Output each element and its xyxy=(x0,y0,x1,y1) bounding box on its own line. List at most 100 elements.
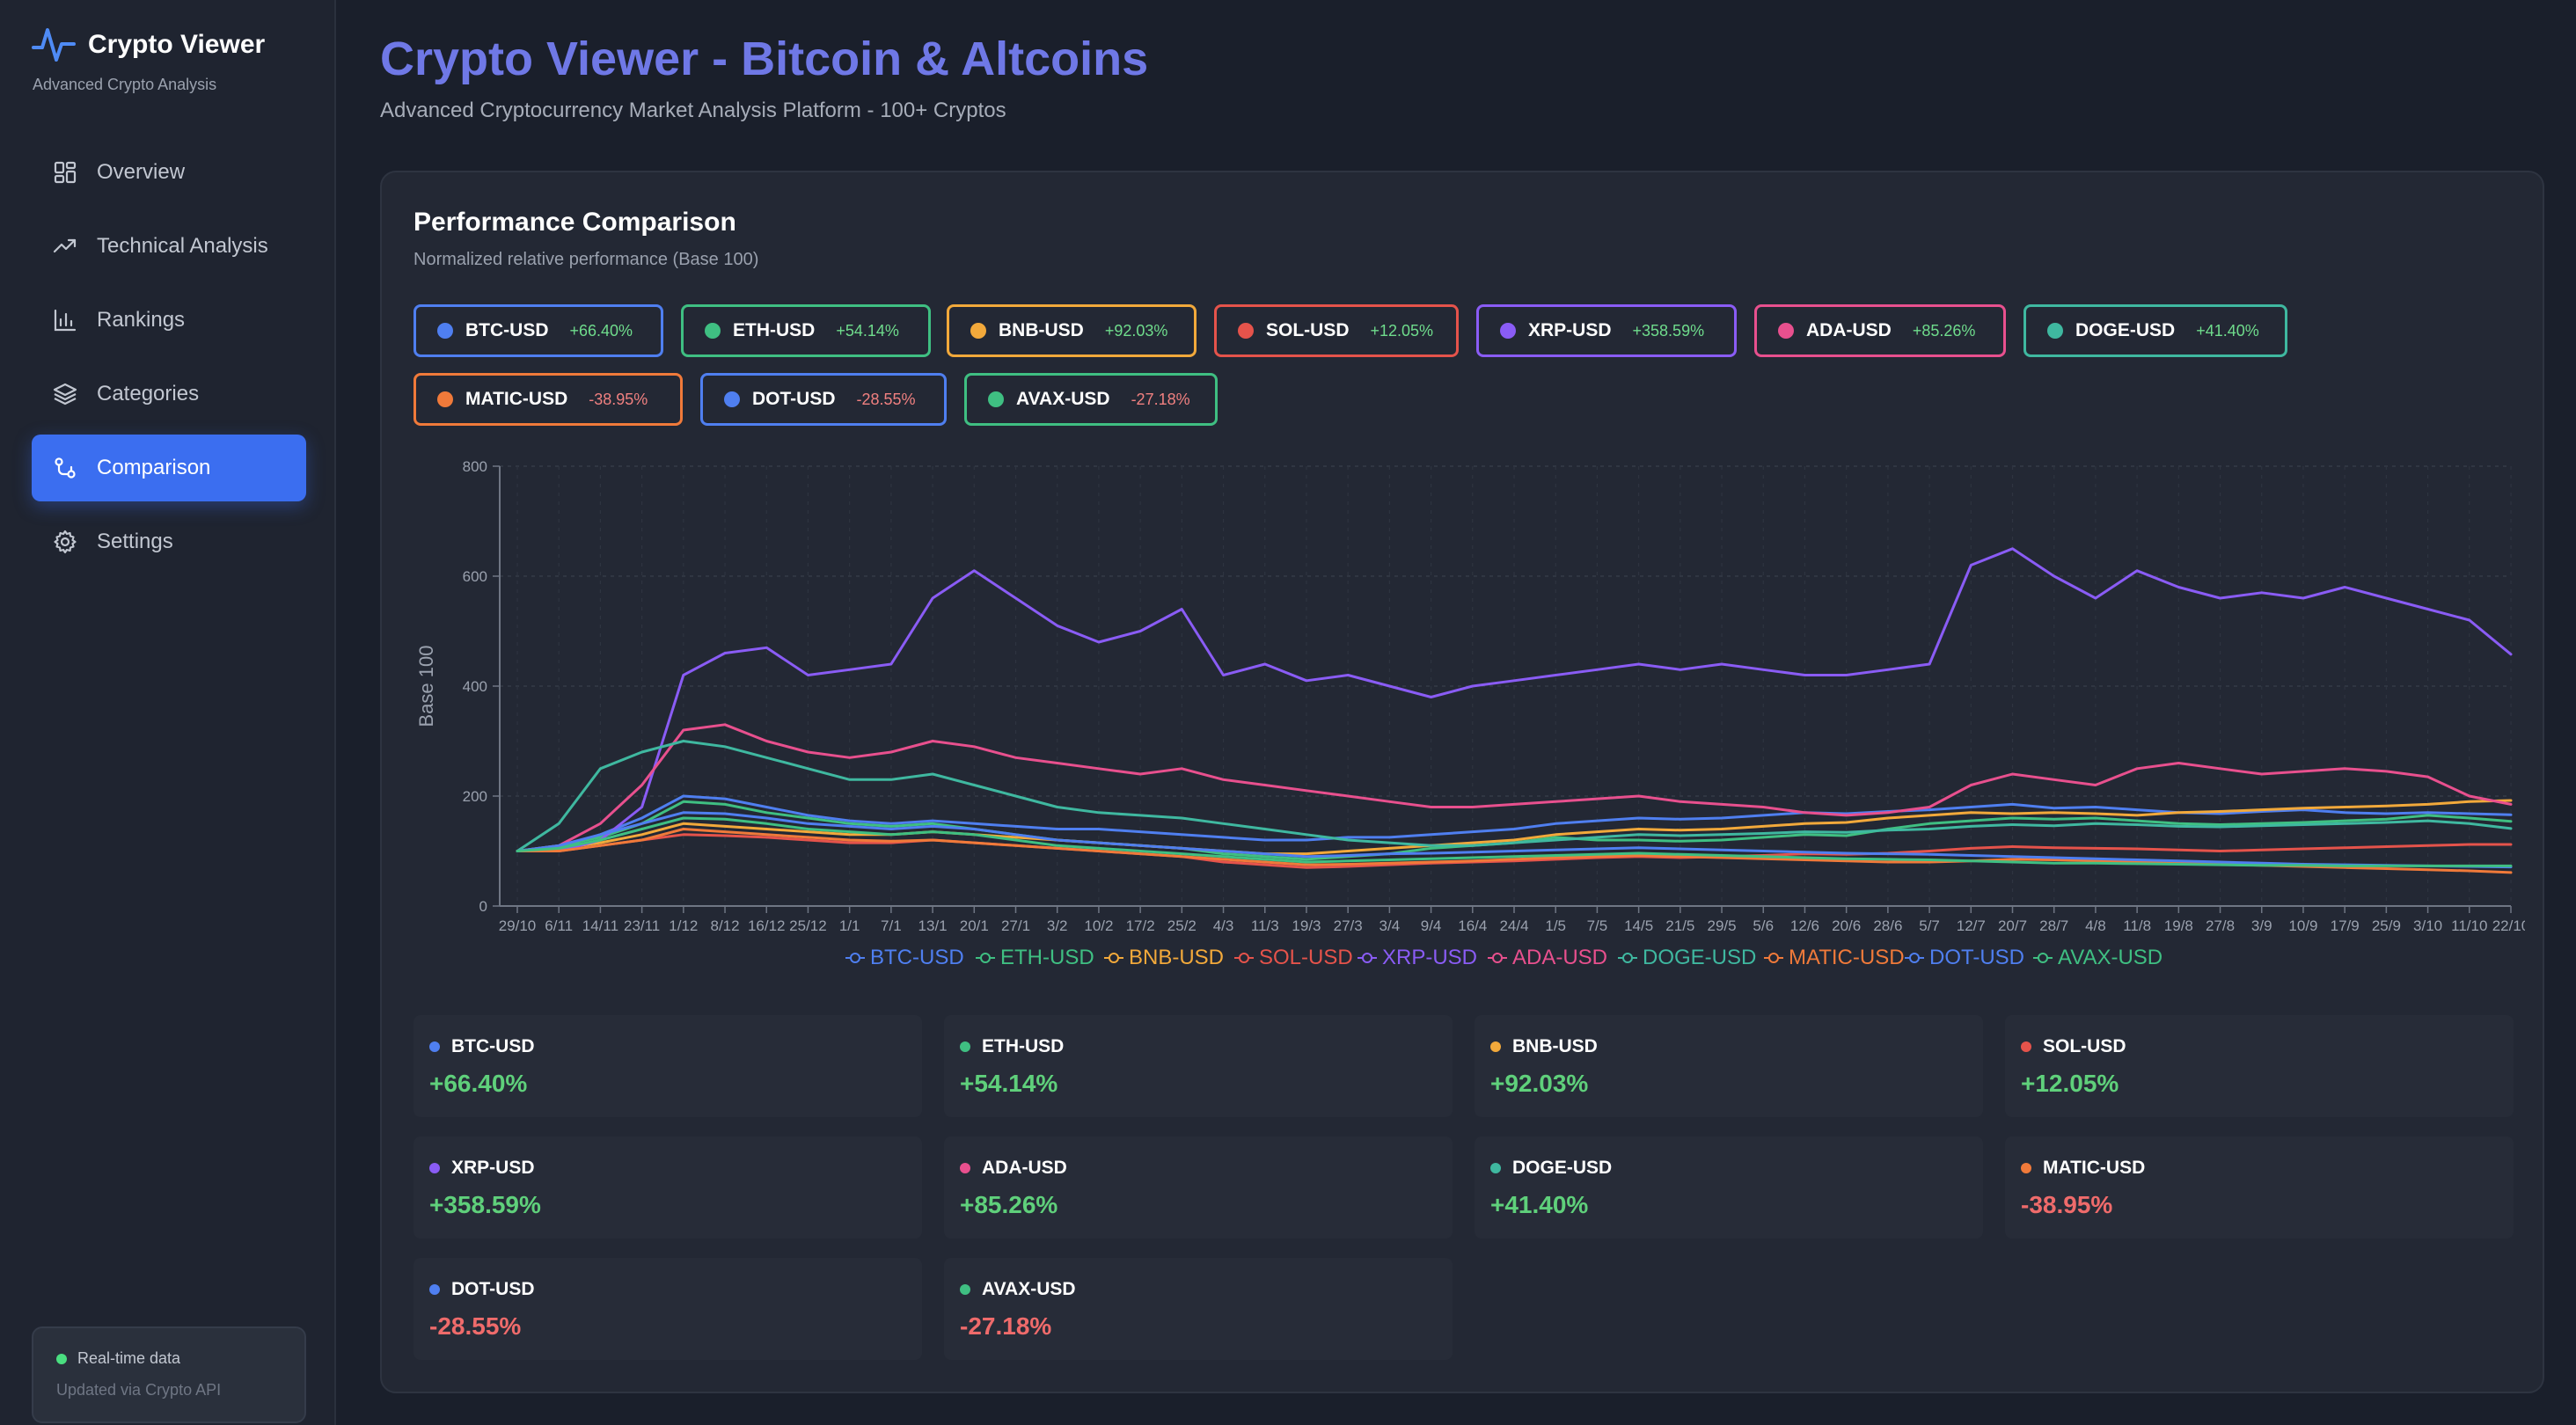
sidebar-item-overview[interactable]: Overview xyxy=(32,139,306,206)
x-tick-label: 3/9 xyxy=(2251,917,2272,934)
x-tick-label: 27/8 xyxy=(2206,917,2235,934)
page-subtitle: Advanced Cryptocurrency Market Analysis … xyxy=(380,99,1006,122)
x-tick-label: 8/12 xyxy=(710,917,739,934)
y-tick-label: 400 xyxy=(463,678,487,695)
x-tick-label: 21/5 xyxy=(1665,917,1694,934)
series-line-ada-usd xyxy=(516,723,2513,852)
legend-marker xyxy=(1239,953,1249,963)
series-line-doge-usd xyxy=(516,740,2513,852)
sidebar-item-label: Comparison xyxy=(97,456,211,479)
color-dot xyxy=(2047,323,2063,339)
card-header: SOL-USD xyxy=(2021,1036,2126,1057)
chip-label: ADA-USD xyxy=(1806,320,1892,340)
legend-item-dot-usd: DOT-USD xyxy=(1929,946,2024,969)
x-tick-label: 10/9 xyxy=(2288,917,2317,934)
sidebar-item-label: Overview xyxy=(97,160,186,184)
card-label: BNB-USD xyxy=(1512,1036,1598,1056)
x-tick-label: 23/11 xyxy=(624,917,660,934)
chip-label: SOL-USD xyxy=(1266,320,1350,340)
x-tick-label: 16/12 xyxy=(748,917,786,934)
legend-item-eth-usd: ETH-USD xyxy=(1000,946,1094,969)
sidebar-item-settings[interactable]: Settings xyxy=(32,508,306,575)
performance-card-matic-usd: MATIC-USD -38.95% xyxy=(2005,1136,2514,1239)
asset-chip-sol-usd[interactable]: SOL-USD +12.05% xyxy=(1214,304,1459,357)
status-source: Updated via Crypto API xyxy=(56,1381,222,1399)
y-tick-label: 0 xyxy=(479,898,487,915)
asset-chip-doge-usd[interactable]: DOGE-USD +41.40% xyxy=(2023,304,2287,357)
card-header: BTC-USD xyxy=(429,1036,535,1057)
status-text: Real-time data xyxy=(77,1349,181,1367)
asset-chip-ada-usd[interactable]: ADA-USD +85.26% xyxy=(1754,304,2006,357)
asset-chip-avax-usd[interactable]: AVAX-USD -27.18% xyxy=(964,373,1218,426)
color-dot xyxy=(960,1041,970,1052)
legend-marker xyxy=(980,953,991,963)
legend-marker xyxy=(1362,953,1372,963)
color-dot xyxy=(2021,1041,2031,1052)
card-change: +358.59% xyxy=(429,1191,541,1218)
x-tick-label: 29/10 xyxy=(499,917,537,934)
sidebar: Crypto Viewer Advanced Crypto Analysis O… xyxy=(0,0,336,1425)
performance-chart-svg: 0 200 400 600 800 29/10 6/11 14/11 23/11 1/12 8/12… xyxy=(415,458,2529,969)
sidebar-item-technical-analysis[interactable]: Technical Analysis xyxy=(32,213,306,280)
x-tick-label: 10/2 xyxy=(1084,917,1113,934)
bar-chart-icon xyxy=(54,309,77,332)
x-tick-label: 25/9 xyxy=(2372,917,2401,934)
asset-chip-btc-usd[interactable]: BTC-USD +66.40% xyxy=(413,304,663,357)
layers-icon xyxy=(53,383,77,406)
chip-label: BNB-USD xyxy=(999,320,1084,340)
x-tick-label: 20/7 xyxy=(1998,917,2027,934)
card-label: MATIC-USD xyxy=(2043,1158,2146,1178)
x-tick-label: 25/12 xyxy=(789,917,827,934)
performance-card-xrp-usd: XRP-USD +358.59% xyxy=(413,1136,922,1239)
asset-chip-bnb-usd[interactable]: BNB-USD +92.03% xyxy=(947,304,1197,357)
grid-icon xyxy=(54,161,77,184)
chip-label: AVAX-USD xyxy=(1016,389,1110,409)
asset-chip-xrp-usd[interactable]: XRP-USD +358.59% xyxy=(1476,304,1737,357)
card-change: +66.40% xyxy=(429,1070,528,1097)
sidebar-nav: Overview Technical Analysis Rankings Cat… xyxy=(32,139,306,582)
card-header: DOT-USD xyxy=(429,1279,535,1300)
brand-subtitle: Advanced Crypto Analysis xyxy=(33,76,217,93)
status-card: Real-time data Updated via Crypto API xyxy=(32,1326,306,1423)
color-dot xyxy=(960,1163,970,1173)
card-change: +41.40% xyxy=(1490,1191,1589,1218)
x-tick-label: 3/4 xyxy=(1379,917,1401,934)
sidebar-item-label: Categories xyxy=(97,382,200,406)
x-tick-label: 11/10 xyxy=(2451,917,2487,934)
x-tick-label: 27/3 xyxy=(1334,917,1363,934)
sidebar-item-rankings[interactable]: Rankings xyxy=(32,287,306,354)
color-dot xyxy=(960,1284,970,1295)
chip-change: -28.55% xyxy=(856,390,916,408)
card-label: ADA-USD xyxy=(982,1158,1067,1178)
color-dot xyxy=(724,391,740,407)
asset-chip-dot-usd[interactable]: DOT-USD -28.55% xyxy=(700,373,947,426)
card-header: ETH-USD xyxy=(960,1036,1064,1057)
series-line-xrp-usd xyxy=(516,547,2513,852)
card-label: DOT-USD xyxy=(451,1279,535,1299)
card-header: XRP-USD xyxy=(429,1158,535,1179)
x-tick-label: 29/5 xyxy=(1707,917,1736,934)
chip-label: ETH-USD xyxy=(733,320,816,340)
legend-item-avax-usd: AVAX-USD xyxy=(2058,946,2163,969)
legend-item-sol-usd: SOL-USD xyxy=(1259,946,1353,969)
card-header: ADA-USD xyxy=(960,1158,1067,1179)
asset-chip-matic-usd[interactable]: MATIC-USD -38.95% xyxy=(413,373,683,426)
card-label: XRP-USD xyxy=(451,1158,535,1178)
chip-label: XRP-USD xyxy=(1528,320,1612,340)
asset-chip-eth-usd[interactable]: ETH-USD +54.14% xyxy=(681,304,931,357)
color-dot xyxy=(1490,1041,1501,1052)
y-tick-label: 800 xyxy=(463,458,487,475)
x-tick-label: 19/3 xyxy=(1292,917,1321,934)
chip-change: +66.40% xyxy=(569,321,633,340)
activity-pulse-icon xyxy=(32,28,76,62)
legend-marker xyxy=(1622,953,1633,963)
sidebar-item-label: Rankings xyxy=(97,308,186,332)
sidebar-item-comparison[interactable]: Comparison xyxy=(32,435,306,501)
x-tick-label: 5/7 xyxy=(1919,917,1940,934)
performance-card-doge-usd: DOGE-USD +41.40% xyxy=(1475,1136,1983,1239)
card-label: DOGE-USD xyxy=(1512,1158,1613,1178)
color-dot xyxy=(970,323,986,339)
sidebar-item-categories[interactable]: Categories xyxy=(32,361,306,428)
y-axis-label: Base 100 xyxy=(415,646,437,727)
performance-card-bnb-usd: BNB-USD +92.03% xyxy=(1475,1015,1983,1117)
